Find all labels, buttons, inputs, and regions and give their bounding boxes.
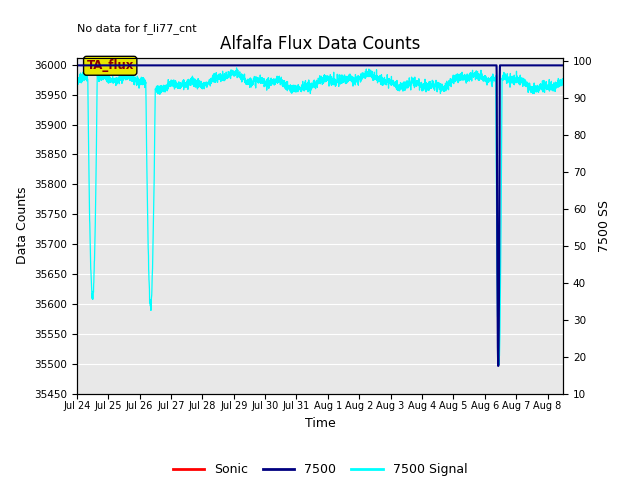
Text: TA_flux: TA_flux <box>86 60 134 72</box>
Legend: Sonic, 7500, 7500 Signal: Sonic, 7500, 7500 Signal <box>168 458 472 480</box>
X-axis label: Time: Time <box>305 417 335 430</box>
Y-axis label: 7500 SS: 7500 SS <box>598 200 611 252</box>
Y-axis label: Data Counts: Data Counts <box>15 187 29 264</box>
Title: Alfalfa Flux Data Counts: Alfalfa Flux Data Counts <box>220 35 420 53</box>
Text: No data for f_li77_cnt: No data for f_li77_cnt <box>77 23 196 34</box>
